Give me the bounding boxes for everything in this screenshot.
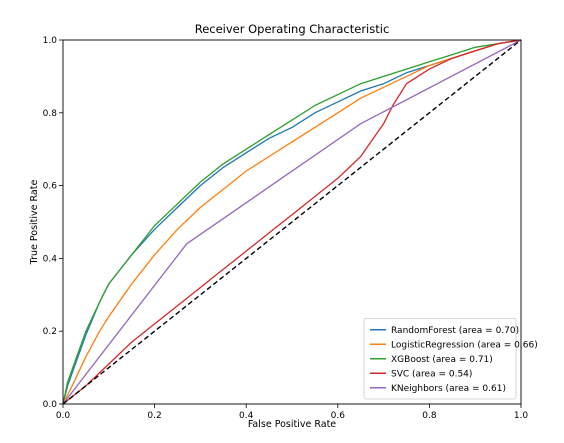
x-tick-label: 0.2 [147,411,161,421]
series-line-kneighbors [62,39,522,405]
legend-label: KNeighbors (area = 0.61) [391,384,506,394]
plot-frame [62,39,522,405]
y-tick-label: 0.6 [43,182,58,192]
x-tick-label: 0.8 [422,411,437,421]
legend-label: RandomForest (area = 0.70) [391,326,519,336]
legend-label: LogisticRegression (area = 0.66) [391,340,538,350]
y-axis-label: True Positive Rate [29,180,40,266]
legend: RandomForest (area = 0.70) LogisticRegres… [363,318,538,400]
y-tick-label: 0.4 [43,254,58,264]
y-axis-ticks: 0.0 0.2 0.4 0.6 0.8 1.0 [43,36,63,410]
y-tick-label: 0.8 [43,109,58,119]
x-tick-label: 0.0 [56,411,71,421]
x-axis-label: False Positive Rate [248,419,336,430]
y-tick-label: 0.2 [43,327,57,337]
chance-diagonal-line [62,39,522,405]
plot-lines [62,39,522,405]
x-tick-label: 0.4 [239,411,254,421]
x-tick-label: 1.0 [514,411,529,421]
x-tick-label: 0.6 [331,411,346,421]
legend-box [363,318,517,400]
legend-label: SVC (area = 0.54) [391,369,472,379]
chart-title: Receiver Operating Characteristic [195,22,390,36]
series-line-xgboost [62,39,522,405]
x-axis-ticks: 0.0 0.2 0.4 0.6 0.8 1.0 [56,404,529,421]
legend-label: XGBoost (area = 0.71) [391,355,493,365]
y-tick-label: 0.0 [43,400,58,410]
series-line-logisticregression [62,39,522,405]
y-tick-label: 1.0 [43,36,58,46]
series-line-svc [62,39,522,405]
